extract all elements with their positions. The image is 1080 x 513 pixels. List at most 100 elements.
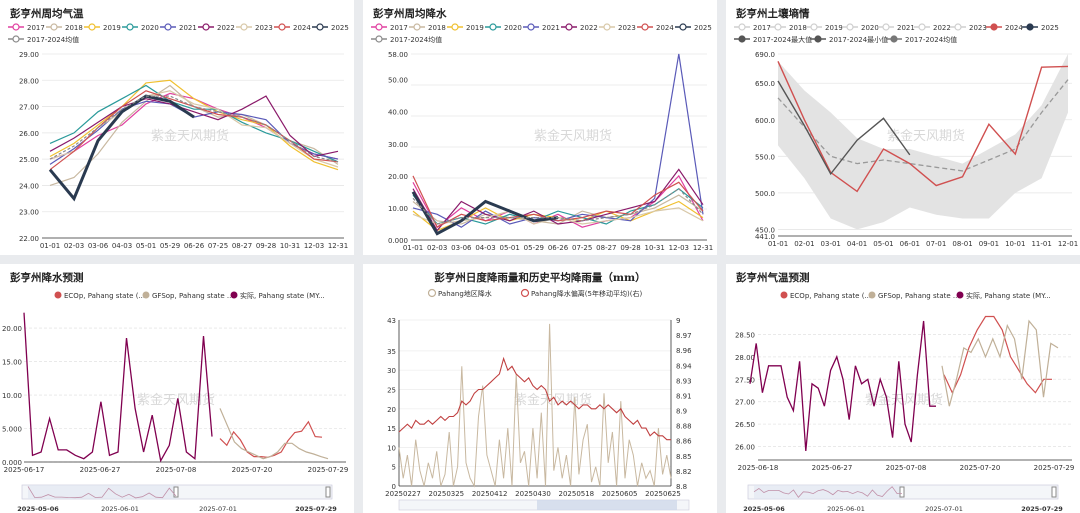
legend-item-marker bbox=[451, 23, 459, 31]
panel-precip-forecast: 彭亨州降水预测 ECOp, Pahang state (... GFSop, Pa… bbox=[0, 264, 354, 513]
x-axis-tick: 02-01 bbox=[794, 240, 814, 248]
legend-label: 实际, Pahang state (MY... bbox=[240, 291, 325, 300]
x-axis-tick: 08-01 bbox=[952, 240, 972, 248]
series-line-2025 bbox=[48, 94, 195, 202]
x-axis-tick: 20250325 bbox=[429, 490, 465, 498]
panel-soil-moisture: 彭亨州土壤墒情 2017 2018 2019 2020 2021 2022 2023 2024… bbox=[726, 0, 1080, 255]
legend-label: Pahang降水偏离(5年移动平均)(右) bbox=[531, 289, 642, 298]
slider-label: 2025-05-06 bbox=[743, 505, 785, 513]
legend-item-marker bbox=[278, 23, 286, 31]
y-right-axis-tick: 8.97 bbox=[676, 332, 692, 340]
legend-item-label: 2017-2024均值 bbox=[390, 35, 442, 44]
x-axis-tick: 12-03 bbox=[669, 244, 689, 252]
legend-item-label: 2024 bbox=[1005, 24, 1023, 32]
zoom-slider-handle bbox=[325, 486, 331, 498]
panel-title: 彭亨州周均降水 bbox=[373, 8, 447, 20]
x-axis-tick: 2025-06-27 bbox=[80, 466, 121, 474]
y-right-axis-tick: 8.88 bbox=[676, 423, 692, 431]
watermark: 紫金天风期货 bbox=[137, 392, 215, 408]
y-axis-tick: 22.00 bbox=[19, 235, 39, 243]
x-axis-tick: 20250625 bbox=[645, 490, 681, 498]
y-right-axis-tick: 8.85 bbox=[676, 453, 692, 461]
legend-item-marker bbox=[316, 23, 324, 31]
x-axis-tick: 08-27 bbox=[596, 244, 616, 252]
x-axis-tick: 01-01 bbox=[403, 244, 423, 252]
y-axis-tick: 58.00 bbox=[388, 51, 408, 59]
legend-item-label: 2017-2024均值 bbox=[27, 35, 79, 44]
x-axis-tick: 05-01 bbox=[499, 244, 519, 252]
y-axis-tick: 15.00 bbox=[2, 359, 22, 367]
y-right-axis-tick: 8.86 bbox=[676, 438, 692, 446]
x-axis-tick: 06-26 bbox=[548, 244, 569, 252]
y-axis-tick: 29.00 bbox=[19, 51, 39, 59]
legend-item-marker bbox=[846, 23, 854, 31]
legend-item-marker bbox=[918, 23, 926, 31]
y-axis-tick: 450.0 bbox=[755, 226, 775, 234]
y-left-axis-tick: 15 bbox=[387, 425, 396, 433]
x-axis-tick: 05-29 bbox=[160, 242, 180, 250]
legend-item-marker bbox=[202, 23, 210, 31]
x-axis-tick: 05-01 bbox=[873, 240, 893, 248]
slider-label: 2025-06-01 bbox=[101, 505, 139, 513]
x-axis-tick: 12-31 bbox=[328, 242, 348, 250]
x-axis-tick: 2025-06-17 bbox=[4, 466, 45, 474]
panel-daily-rainfall: 彭亨州日度降雨量和历史平均降雨量（mm） Pahang地区降水 Pahang降水偏… bbox=[363, 264, 717, 513]
series-line-avg bbox=[777, 79, 1069, 172]
x-axis-tick: 20250518 bbox=[559, 490, 595, 498]
y-axis-tick: 26.00 bbox=[735, 444, 755, 452]
y-axis-tick: 500.0 bbox=[755, 190, 775, 198]
legend-item-marker bbox=[738, 35, 746, 43]
x-axis-tick: 06-26 bbox=[184, 242, 205, 250]
x-axis-tick: 07-25 bbox=[572, 244, 592, 252]
legend-item-marker bbox=[641, 23, 649, 31]
y-axis-tick: 28.00 bbox=[735, 354, 755, 362]
x-axis-tick: 09-01 bbox=[979, 240, 999, 248]
chart-precip-forecast: ECOp, Pahang state (... GFSop, Pahang sta… bbox=[2, 291, 348, 513]
series-line-2025 bbox=[777, 80, 911, 176]
x-axis-tick: 2025-07-29 bbox=[1034, 464, 1075, 472]
x-axis-tick: 11-01 bbox=[1031, 240, 1051, 248]
legend-marker bbox=[520, 288, 530, 298]
y-axis-tick: 26.00 bbox=[19, 130, 39, 138]
legend-item-label: 2019 bbox=[103, 24, 121, 32]
y-right-axis-tick: 8.91 bbox=[676, 392, 692, 400]
x-axis-tick: 12-31 bbox=[693, 244, 713, 252]
x-axis-tick: 20250605 bbox=[602, 490, 638, 498]
y-axis-tick: 20.00 bbox=[388, 173, 408, 181]
zoom-slider-selection bbox=[537, 500, 677, 510]
legend-item-marker bbox=[164, 23, 172, 31]
y-left-axis-tick: 5 bbox=[392, 464, 396, 472]
x-axis-tick: 09-28 bbox=[620, 244, 640, 252]
legend-item-marker bbox=[603, 23, 611, 31]
y-right-axis-tick: 8.96 bbox=[676, 347, 692, 355]
legend-item-label: 2017 bbox=[753, 24, 771, 32]
legend-item-marker bbox=[1026, 23, 1034, 31]
chart-temp-forecast: ECOp, Pahang state (... GFSop, Pahang sta… bbox=[735, 291, 1075, 513]
chart-weekly-temperature: 2017 2018 2019 2020 2021 2022 2023 2024 2025 2017… bbox=[8, 23, 349, 250]
legend-item-marker bbox=[774, 23, 782, 31]
legend-item-marker bbox=[679, 23, 687, 31]
y-axis-tick: 5.000 bbox=[2, 426, 22, 434]
legend-item-marker bbox=[814, 35, 822, 43]
panel-weekly-temperature: 彭亨州周均气温 2017 2018 2019 2020 2021 2022 2023 2024… bbox=[0, 0, 354, 255]
slider-label: 2025-07-29 bbox=[1021, 505, 1063, 513]
legend-label: GFSop, Pahang state ... bbox=[152, 292, 234, 300]
legend-item-label: 2025 bbox=[331, 24, 349, 32]
watermark: 紫金天风期货 bbox=[887, 128, 965, 144]
legend-item-label: 2020 bbox=[504, 24, 522, 32]
series-line-2019 bbox=[49, 79, 339, 171]
x-axis-tick: 2025-07-08 bbox=[886, 464, 927, 472]
y-axis-tick: 27.00 bbox=[735, 399, 755, 407]
zoom-slider-selection bbox=[28, 485, 176, 499]
series-line-deviation bbox=[398, 356, 671, 441]
legend-item-marker bbox=[890, 35, 898, 43]
y-left-axis-tick: 20 bbox=[387, 406, 396, 414]
series-line-2024 bbox=[777, 61, 1069, 193]
y-axis-tick: 50.00 bbox=[388, 77, 408, 85]
y-axis-tick: 23.00 bbox=[19, 209, 39, 217]
legend-item-label: 2025 bbox=[694, 24, 712, 32]
x-axis-tick: 2025-07-20 bbox=[960, 464, 1001, 472]
y-axis-tick: 25.00 bbox=[19, 156, 39, 164]
y-left-axis-tick: 30 bbox=[387, 367, 396, 375]
chart-daily-rainfall: Pahang地区降水 Pahang降水偏离(5年移动平均)(右)051015202… bbox=[385, 288, 692, 511]
